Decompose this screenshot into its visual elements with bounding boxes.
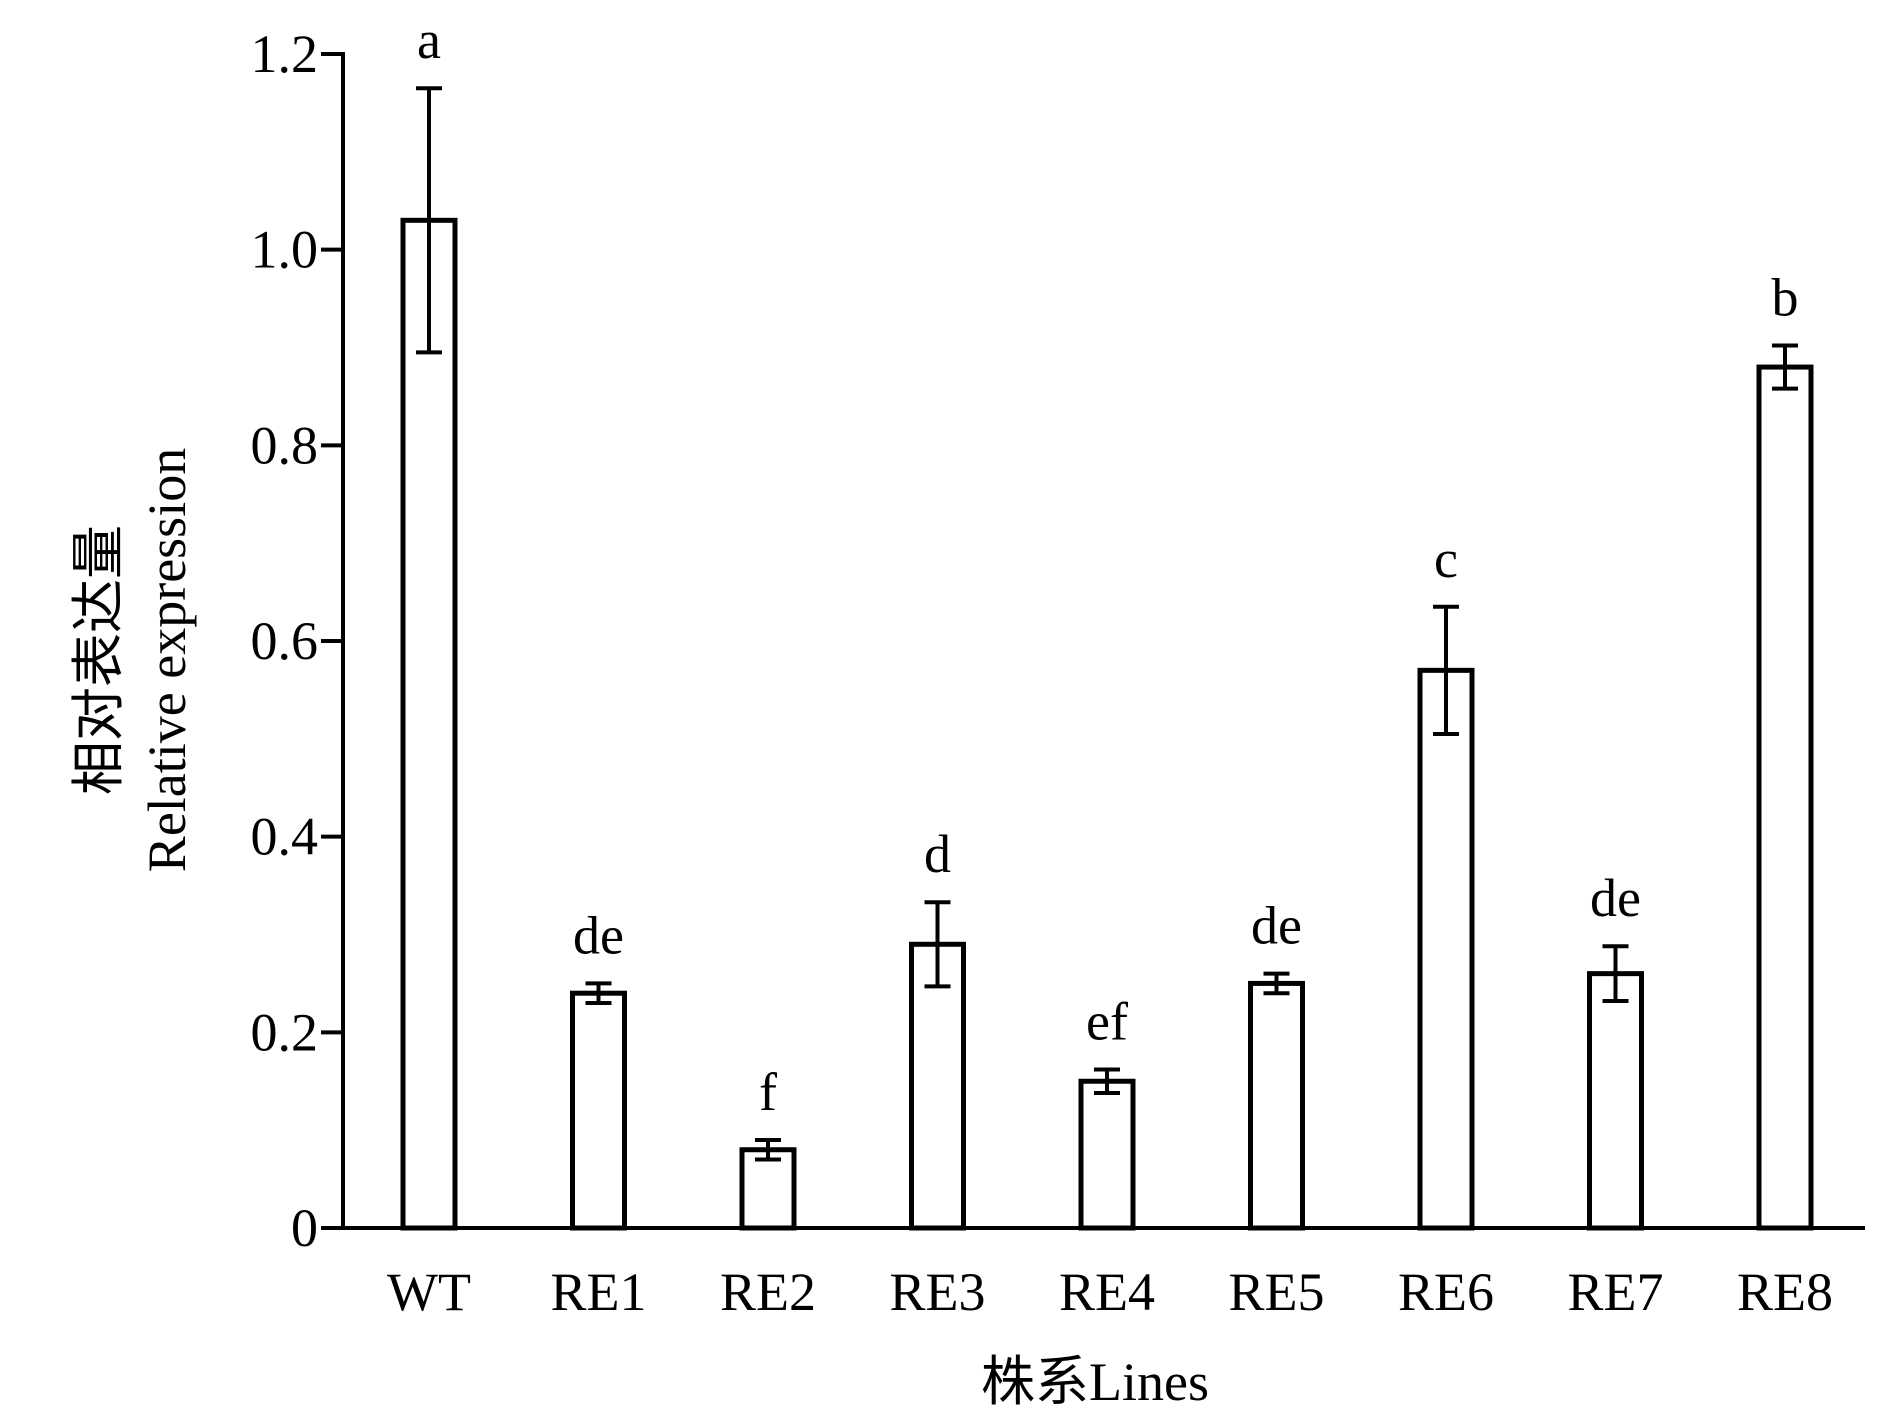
significance-label: d (924, 824, 951, 884)
x-tick-label: RE6 (1398, 1262, 1494, 1322)
bar-group-re5: de RE5 (1228, 896, 1324, 1322)
significance-label: b (1772, 268, 1799, 328)
bar-group-re7: de RE7 (1567, 868, 1663, 1322)
x-tick-label: RE3 (889, 1262, 985, 1322)
bar (1248, 980, 1305, 1231)
axes: 0 0.2 0.4 0.6 0.8 1.0 1.2 (251, 24, 1865, 1258)
significance-label: a (417, 10, 441, 70)
x-tick-label: WT (387, 1262, 471, 1322)
y-tick-label: 1.0 (251, 220, 319, 280)
y-axis-title-english: Relative expression (137, 448, 197, 872)
significance-label: de (1590, 868, 1641, 928)
significance-label: de (1251, 896, 1302, 956)
y-tick-label: 0.2 (251, 1002, 319, 1062)
bar (1417, 667, 1475, 1231)
bar (739, 1147, 797, 1231)
x-tick-label: RE7 (1567, 1262, 1663, 1322)
significance-label: ef (1086, 992, 1128, 1052)
y-tick-label: 1.2 (251, 24, 319, 84)
x-tick-label: RE1 (550, 1262, 646, 1322)
bar-group-wt: a WT (387, 10, 471, 1322)
bar-group-re3: d RE3 (889, 824, 985, 1322)
y-tick-label: 0.4 (251, 807, 319, 867)
bar (909, 941, 966, 1231)
x-axis-title: 株系Lines (981, 1352, 1209, 1412)
y-axis-title: 相对表达量 Relative expression (69, 448, 197, 872)
bar (1756, 364, 1814, 1231)
y-tick-label: 0.6 (251, 611, 319, 671)
bars: a WT de RE1 f RE2 d RE3 ef RE4 de RE5 c RE6 de RE7 b RE8 (387, 10, 1833, 1322)
bar (1078, 1078, 1136, 1231)
bar-group-re8: b RE8 (1737, 268, 1833, 1322)
bar-group-re4: ef RE4 (1059, 992, 1155, 1322)
x-tick-label: RE2 (720, 1262, 816, 1322)
x-tick-label: RE8 (1737, 1262, 1833, 1322)
bar (1587, 971, 1644, 1231)
x-tick-label: RE5 (1228, 1262, 1324, 1322)
bar-group-re2: f RE2 (720, 1062, 816, 1322)
x-tick-label: RE4 (1059, 1262, 1155, 1322)
bar (570, 990, 627, 1231)
bar-group-re6: c RE6 (1398, 529, 1494, 1322)
y-tick-label: 0.8 (251, 415, 319, 475)
significance-label: de (573, 905, 624, 965)
significance-label: f (759, 1062, 777, 1122)
bar (400, 217, 458, 1231)
y-axis-title-chinese: 相对表达量 (69, 525, 129, 795)
bar-group-re1: de RE1 (550, 905, 646, 1322)
significance-label: c (1434, 529, 1458, 589)
y-tick-label: 0 (291, 1198, 318, 1258)
